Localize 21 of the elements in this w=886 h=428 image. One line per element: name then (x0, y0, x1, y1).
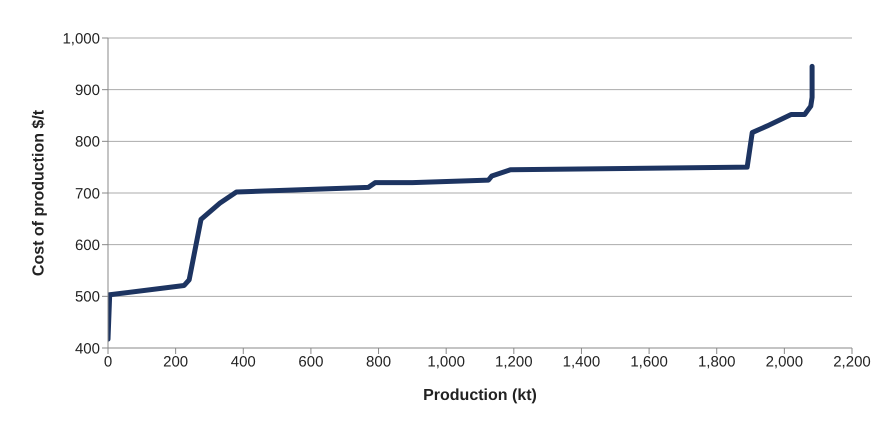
y-tick-label: 500 (74, 288, 100, 306)
y-tick-label: 900 (74, 82, 100, 99)
x-tick-label: 800 (366, 354, 392, 371)
y-tick-label: 1,000 (62, 30, 100, 48)
x-tick-label: 1,600 (630, 354, 668, 371)
y-tick-label: 400 (74, 340, 100, 358)
x-tick-label: 2,000 (766, 354, 804, 371)
y-axis-title: Cost of production $/t (30, 109, 48, 276)
x-tick-label: 0 (104, 354, 112, 371)
y-tick-label: 700 (74, 185, 100, 202)
x-tick-label: 400 (230, 354, 256, 371)
x-tick-label: 1,000 (427, 354, 465, 371)
y-tick-label: 600 (74, 236, 100, 254)
x-tick-label: 2,200 (833, 354, 871, 371)
y-tick-label: 800 (74, 134, 100, 151)
x-tick-label: 600 (298, 354, 324, 371)
x-tick-label: 1,800 (698, 354, 736, 371)
x-axis-title: Production (kt) (423, 387, 537, 404)
x-tick-label: 1,400 (562, 354, 600, 371)
x-tick-label: 1,200 (495, 354, 533, 371)
x-tick-label: 200 (163, 354, 188, 371)
